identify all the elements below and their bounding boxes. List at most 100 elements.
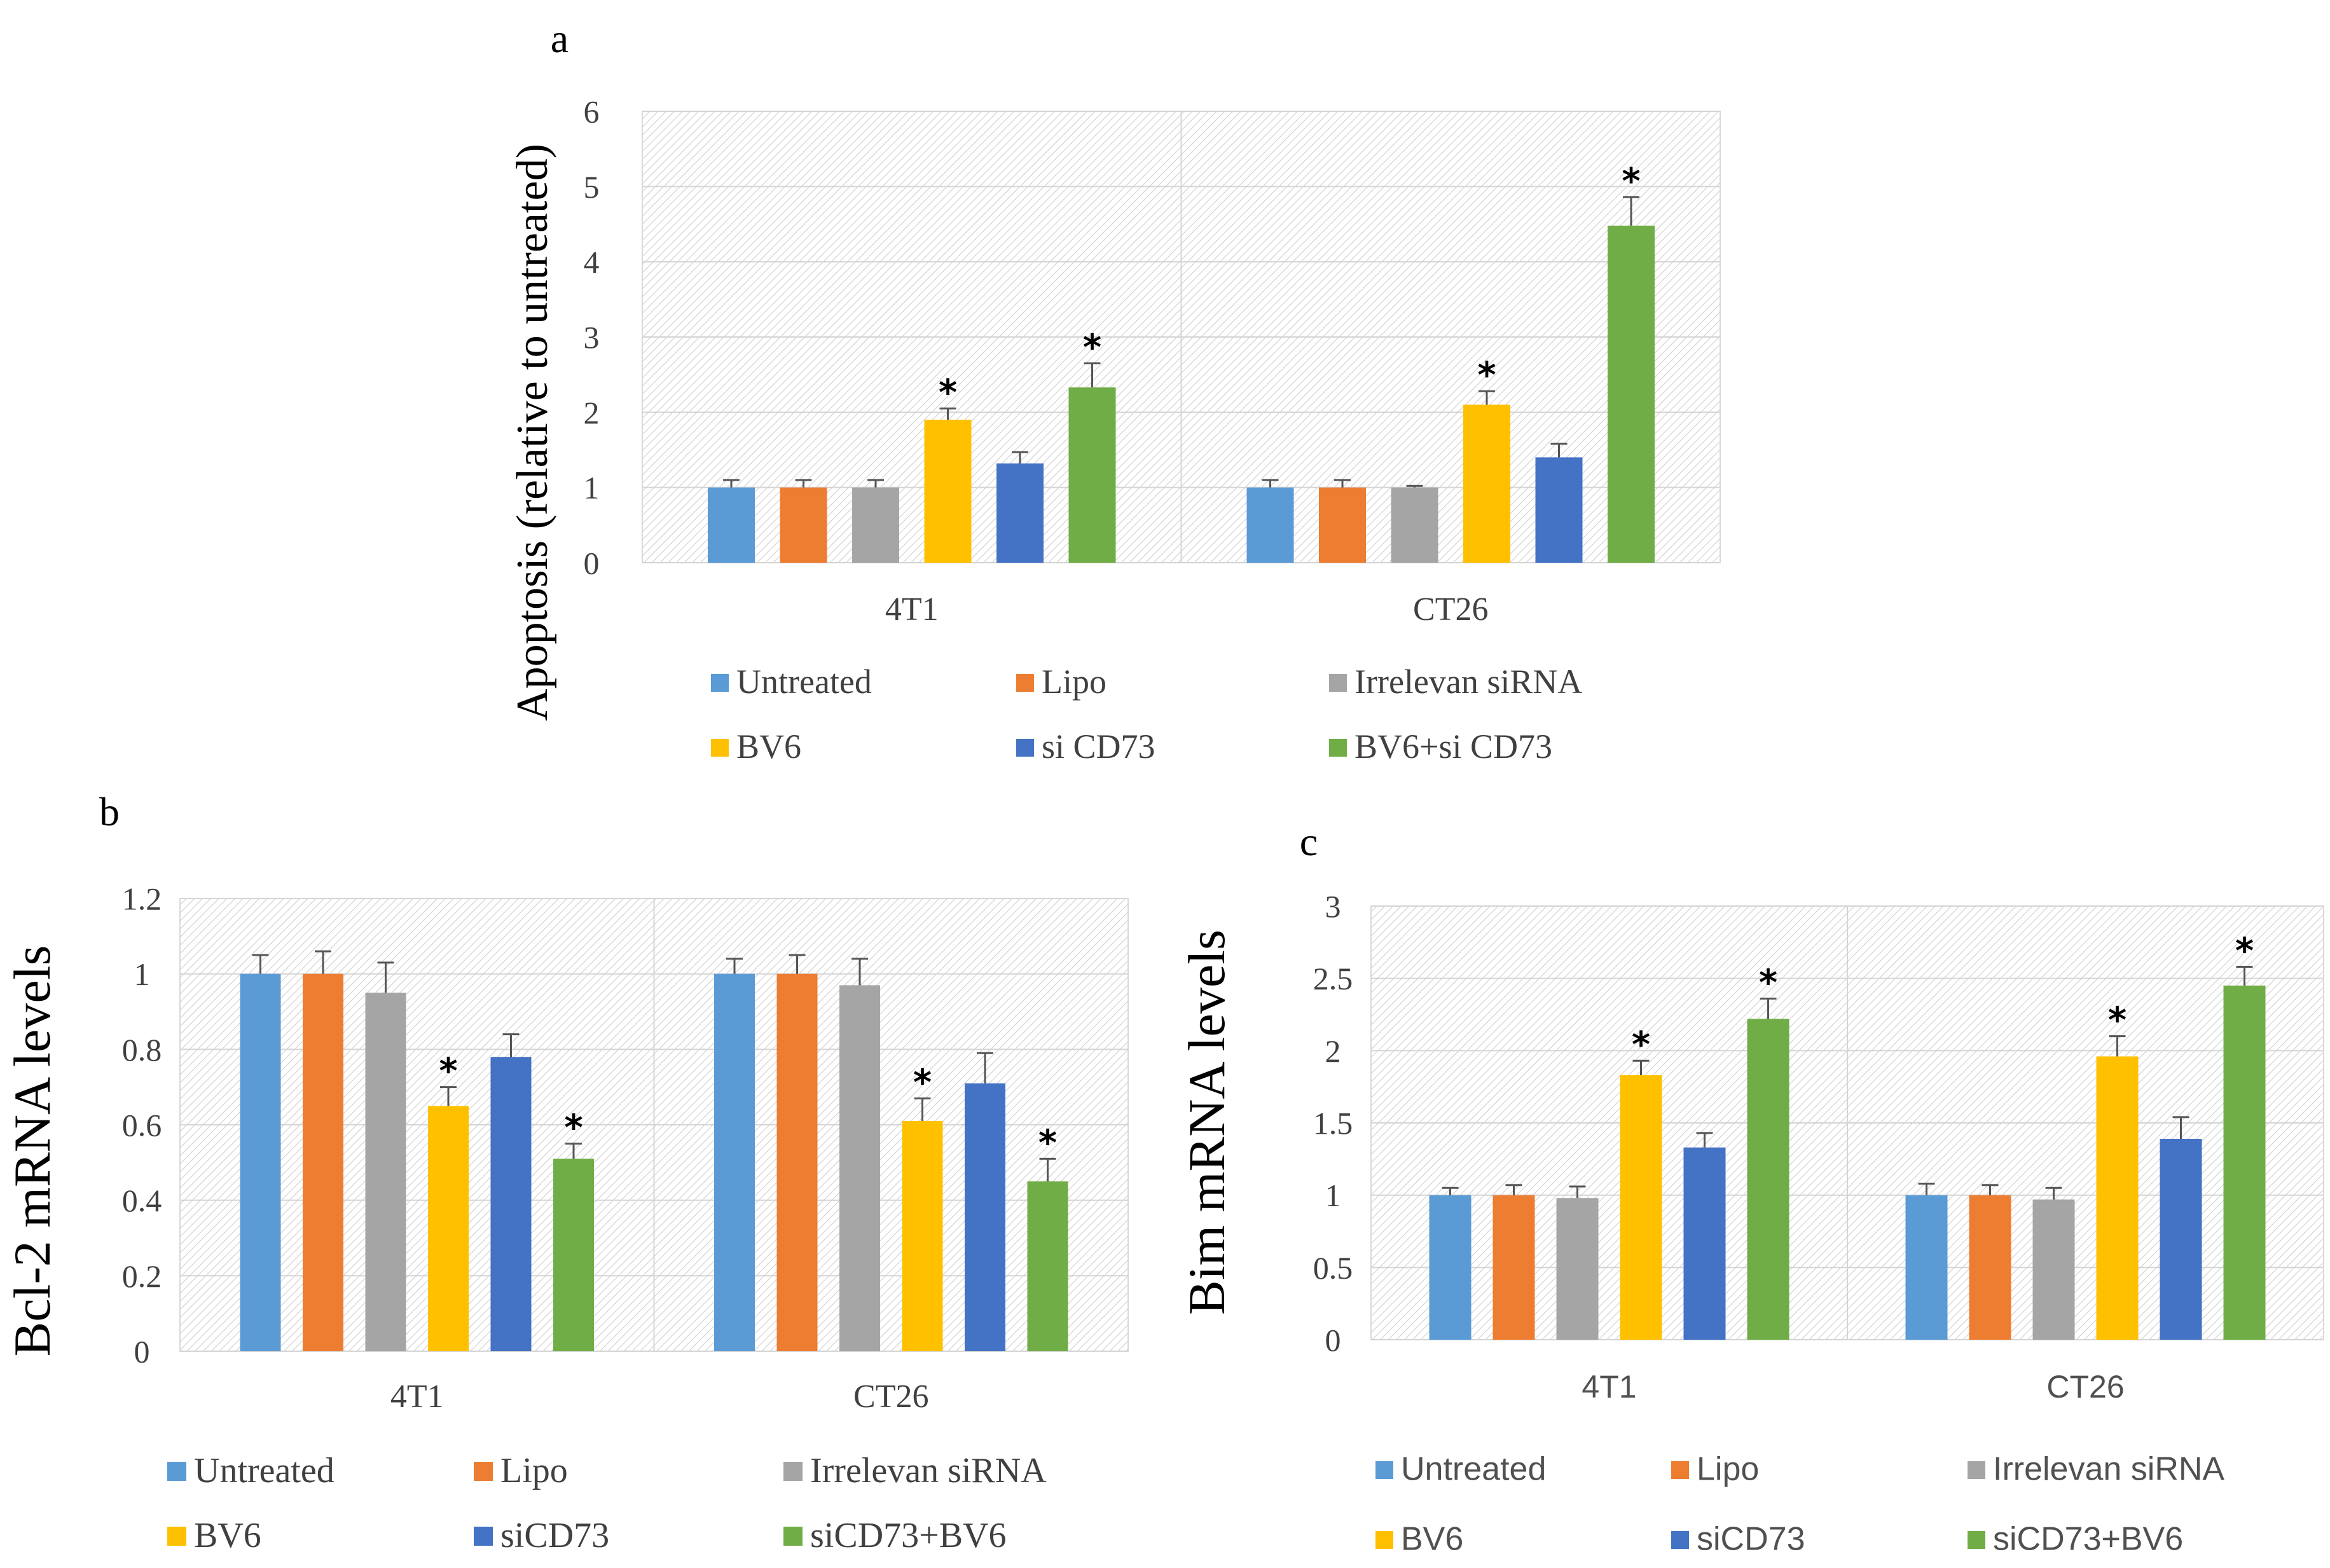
- panel-a-y-ticks: 0 1 2 3 4 5 6: [584, 94, 600, 581]
- panel-a-x-ticks: 4T1 CT26: [885, 591, 1489, 628]
- y-tick-label: 5: [584, 169, 600, 205]
- panel-c-y-ticks: 0 0.5 1 1.5 2 2.5 3: [1313, 889, 1353, 1358]
- y-tick-label: 0.8: [122, 1032, 162, 1068]
- bar-4T1-0: [240, 973, 281, 1351]
- legend-swatch: [1329, 674, 1347, 692]
- legend-item: Untreated: [167, 1451, 334, 1490]
- legend-label: BV6: [1401, 1521, 1463, 1558]
- bar-4T1-0: [708, 487, 755, 563]
- legend-item: Irrelevan siRNA: [1968, 1451, 2224, 1488]
- significance-star: *: [1622, 161, 1640, 202]
- y-tick-label: 3: [1325, 889, 1341, 925]
- panel-a-letter: a: [551, 16, 569, 61]
- bar-4T1-3: [428, 1106, 469, 1351]
- significance-star: *: [1038, 1122, 1057, 1164]
- bar-CT26-1: [1319, 487, 1366, 563]
- legend-label: BV6: [736, 727, 801, 766]
- legend-swatch: [167, 1462, 186, 1481]
- panel-b-x-ticks: 4T1 CT26: [390, 1379, 929, 1415]
- bar-4T1-1: [1492, 1195, 1535, 1340]
- legend-item: Untreated: [711, 663, 872, 701]
- y-tick-label: 1: [1325, 1178, 1341, 1213]
- legend-item: BV6: [1375, 1521, 1463, 1558]
- bar-CT26-5: [1608, 225, 1655, 563]
- bar-CT26-1: [1969, 1195, 2011, 1340]
- legend-label: Irrelevan siRNA: [1355, 663, 1582, 701]
- legend-swatch: [783, 1462, 803, 1481]
- legend-label: Untreated: [194, 1451, 334, 1490]
- bar-4T1-1: [303, 973, 343, 1351]
- panel-c-legend: Untreated Lipo Irrelevan siRNA BV6 siCD73 siC…: [1375, 1451, 2224, 1558]
- legend-item: Untreated: [1375, 1451, 1546, 1488]
- legend-swatch: [1016, 739, 1034, 757]
- y-tick-label: 2: [1325, 1033, 1341, 1069]
- bar-CT26-0: [1905, 1195, 1948, 1340]
- bar-4T1-1: [780, 487, 827, 563]
- panel-c-chart: c 0 0.5 1 1.5 2 2.5 3 * * * * 4T1 CT26 Bim mRNA le…: [1178, 819, 2324, 1558]
- significance-star: *: [1083, 327, 1101, 368]
- y-tick-label: 1.2: [122, 881, 162, 917]
- bar-CT26-3: [902, 1121, 943, 1351]
- legend-label: BV6+si CD73: [1355, 727, 1552, 766]
- bar-4T1-3: [924, 420, 972, 563]
- y-tick-label: 1: [584, 470, 600, 505]
- legend-swatch: [711, 674, 729, 692]
- bar-CT26-4: [965, 1083, 1005, 1351]
- panel-b-bars: * * * *: [240, 950, 1068, 1351]
- legend-label: Lipo: [500, 1451, 568, 1490]
- legend-swatch: [1671, 1531, 1689, 1549]
- legend-label: Irrelevan siRNA: [1993, 1451, 2224, 1488]
- legend-label: BV6: [194, 1516, 261, 1555]
- legend-swatch: [711, 739, 729, 757]
- panel-b-legend: Untreated Lipo Irrelevan siRNA BV6 siCD73 siC…: [167, 1451, 1047, 1555]
- panel-a-y-axis-label: Apoptosis (relative to untreated): [508, 144, 557, 721]
- significance-star: *: [939, 372, 957, 413]
- panel-a-legend: Untreated Lipo Irrelevan siRNA BV6 si CD73 BV…: [711, 663, 1582, 766]
- significance-star: *: [2235, 930, 2254, 972]
- legend-label: Untreated: [1401, 1451, 1546, 1488]
- significance-star: *: [1477, 355, 1496, 396]
- legend-item: siCD73: [474, 1516, 609, 1555]
- bar-4T1-5: [553, 1159, 594, 1351]
- y-tick-label: 0.4: [122, 1183, 162, 1218]
- y-tick-label: 0.5: [1313, 1250, 1353, 1286]
- bar-4T1-5: [1747, 1019, 1789, 1340]
- significance-star: *: [913, 1062, 932, 1103]
- legend-item: Irrelevan siRNA: [1329, 663, 1582, 701]
- y-tick-label: 0: [584, 546, 600, 581]
- panel-a-chart: a 0 1 2 3 4 5 6 * * * * 4T1 CT26 Apoptosis (relati…: [508, 16, 1721, 766]
- y-tick-label: 1: [134, 956, 150, 992]
- legend-item: siCD73: [1671, 1521, 1805, 1558]
- bar-4T1-2: [852, 487, 899, 563]
- legend-swatch: [474, 1527, 493, 1546]
- bar-4T1-0: [1429, 1195, 1472, 1340]
- y-tick-label: 0.6: [122, 1108, 162, 1143]
- bar-4T1-4: [490, 1057, 532, 1351]
- legend-item: BV6: [711, 727, 801, 766]
- x-tick-label-CT26: CT26: [853, 1379, 928, 1415]
- y-tick-label: 0.2: [122, 1258, 162, 1294]
- panel-c-bars: * * * *: [1429, 930, 2266, 1340]
- legend-item: siCD73+BV6: [783, 1516, 1007, 1555]
- legend-swatch: [1968, 1461, 1985, 1479]
- x-tick-label-CT26: CT26: [1413, 591, 1488, 628]
- legend-item: Lipo: [1671, 1451, 1759, 1488]
- legend-item: Lipo: [474, 1451, 568, 1490]
- panel-c-x-ticks: 4T1 CT26: [1582, 1369, 2124, 1405]
- legend-swatch: [1375, 1531, 1393, 1549]
- y-tick-label: 1.5: [1313, 1106, 1353, 1141]
- significance-star: *: [1632, 1024, 1650, 1066]
- legend-label: Lipo: [1697, 1451, 1759, 1488]
- bar-CT26-2: [1391, 487, 1438, 563]
- bar-CT26-3: [2096, 1056, 2139, 1340]
- legend-swatch: [1329, 739, 1347, 757]
- bar-CT26-1: [776, 973, 818, 1351]
- legend-label: siCD73: [1697, 1521, 1805, 1558]
- legend-swatch: [1016, 674, 1034, 692]
- significance-star: *: [2108, 1000, 2127, 1042]
- panel-c-letter: c: [1300, 819, 1318, 864]
- legend-label: si CD73: [1042, 727, 1155, 766]
- bar-CT26-2: [2032, 1199, 2075, 1340]
- x-tick-label-CT26: CT26: [2046, 1369, 2124, 1405]
